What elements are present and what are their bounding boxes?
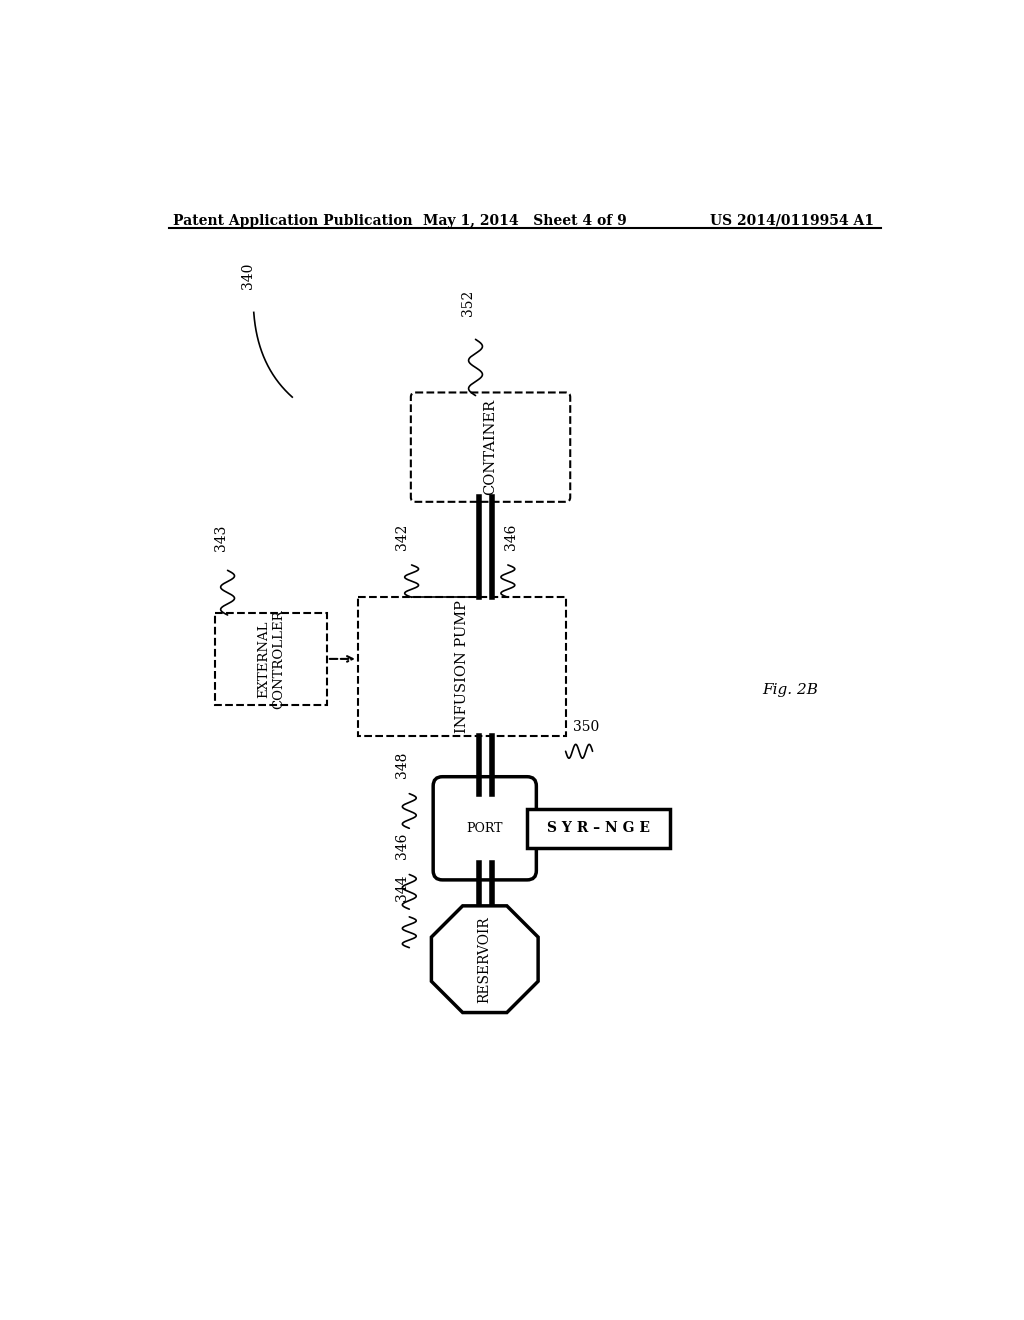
Text: CONTAINER: CONTAINER — [483, 399, 498, 495]
Text: S Y R – N G E: S Y R – N G E — [547, 821, 650, 836]
Text: 346: 346 — [395, 833, 410, 859]
FancyBboxPatch shape — [433, 776, 537, 880]
Text: 350: 350 — [573, 721, 600, 734]
FancyBboxPatch shape — [411, 392, 570, 502]
Text: 344: 344 — [395, 875, 410, 902]
Text: 352: 352 — [461, 290, 475, 317]
Text: 346: 346 — [504, 523, 518, 549]
Bar — [357, 597, 565, 737]
Text: INFUSION PUMP: INFUSION PUMP — [455, 601, 469, 733]
Bar — [215, 612, 327, 705]
Text: EXTERNAL
CONTROLLER: EXTERNAL CONTROLLER — [257, 609, 285, 709]
Text: RESERVOIR: RESERVOIR — [478, 916, 492, 1003]
Text: Patent Application Publication: Patent Application Publication — [173, 214, 413, 228]
Text: 343: 343 — [214, 525, 228, 552]
Polygon shape — [431, 906, 539, 1012]
Text: 342: 342 — [395, 523, 410, 549]
Text: PORT: PORT — [467, 822, 503, 834]
Text: May 1, 2014   Sheet 4 of 9: May 1, 2014 Sheet 4 of 9 — [423, 214, 627, 228]
Text: 348: 348 — [395, 752, 410, 779]
Bar — [527, 809, 670, 847]
Text: US 2014/0119954 A1: US 2014/0119954 A1 — [711, 214, 874, 228]
Text: Fig. 2B: Fig. 2B — [762, 682, 818, 697]
Text: 340: 340 — [241, 263, 255, 289]
